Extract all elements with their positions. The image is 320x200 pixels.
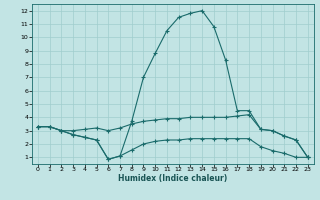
X-axis label: Humidex (Indice chaleur): Humidex (Indice chaleur) <box>118 174 228 183</box>
